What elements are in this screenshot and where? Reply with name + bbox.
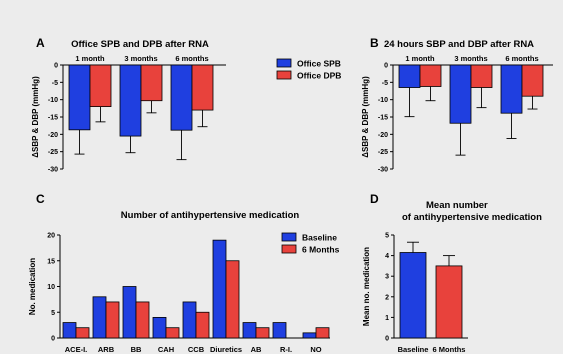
y-tick-label: -20 <box>48 132 58 139</box>
bar-A-1-2 <box>191 64 214 111</box>
chart-subtitle: of antihypertensive medication <box>402 212 542 223</box>
y-tick-label: -25 <box>378 149 388 156</box>
chart-title: Mean number <box>426 200 488 211</box>
y-tick-label: 5 <box>51 310 55 317</box>
bar-C-1-5 <box>225 260 240 339</box>
y-tick-label: -30 <box>48 167 58 174</box>
category-label: 1 month <box>75 54 105 63</box>
bar-B-0-0 <box>398 64 421 88</box>
legend-label: Office SPB <box>297 59 341 69</box>
bar-B-0-1 <box>449 64 472 124</box>
y-tick-label: -20 <box>378 132 388 139</box>
y-tick-label: -15 <box>48 115 58 122</box>
category-label: R-I. <box>280 345 292 354</box>
y-tick-label: -5 <box>382 80 388 87</box>
bar-A-1-1 <box>140 64 163 102</box>
y-tick-label: -10 <box>378 97 388 104</box>
y-axis-label: ΔSBP & DBP (mmHg) <box>31 76 40 158</box>
y-tick-label: -25 <box>48 149 58 156</box>
y-tick-label: 0 <box>51 336 55 343</box>
category-label: BB <box>131 345 142 354</box>
y-tick-label: 15 <box>47 258 55 265</box>
bar-C-1-0 <box>75 327 90 339</box>
panel-letter: C <box>36 192 45 206</box>
category-label: 6 months <box>175 54 208 63</box>
category-label: 1 month <box>405 54 435 63</box>
panel-letter: D <box>370 192 379 206</box>
y-tick-label: -10 <box>48 97 58 104</box>
legend-label: 6 Months <box>302 245 340 255</box>
category-label: Diuretics <box>210 345 242 354</box>
category-label: CAH <box>158 345 174 354</box>
bar-C-0-2 <box>122 286 137 339</box>
y-tick-label: 4 <box>385 253 389 260</box>
bar-C-1-6 <box>255 327 270 339</box>
category-label: NO <box>310 345 321 354</box>
category-label: ACE-I. <box>65 345 88 354</box>
legend-swatch <box>276 70 292 80</box>
y-tick-label: -5 <box>52 80 58 87</box>
bar-A-0-2 <box>170 64 193 131</box>
bar-A-1-0 <box>89 64 112 107</box>
y-tick-label: 0 <box>384 63 388 70</box>
legend-label: Baseline <box>302 233 337 243</box>
bar-C-0-1 <box>92 296 107 339</box>
panel-C: C Number of antihypertensive medication No… <box>28 192 340 354</box>
bar-C-1-2 <box>135 301 150 339</box>
y-tick-label: 1 <box>385 315 389 322</box>
y-tick-label: 10 <box>47 284 55 291</box>
y-tick-label: 3 <box>385 274 389 281</box>
y-axis-label: No. medication <box>28 258 37 315</box>
bar-B-1-2 <box>521 64 544 97</box>
bar-C-0-3 <box>152 316 167 339</box>
bar-C-0-6 <box>242 322 257 339</box>
legend-swatch <box>281 244 297 254</box>
category-label: Baseline <box>398 345 429 354</box>
y-tick-label: 2 <box>385 294 389 301</box>
bar-C-1-3 <box>165 327 180 339</box>
legend-label: Office DPB <box>297 71 341 81</box>
bar-D-0 <box>399 252 427 339</box>
legend-swatch <box>281 232 297 242</box>
bar-C-0-5 <box>212 239 227 339</box>
y-tick-label: 20 <box>47 233 55 240</box>
bar-B-0-2 <box>500 64 523 114</box>
category-label: AB <box>251 345 262 354</box>
y-tick-label: -30 <box>378 167 388 174</box>
bar-B-1-0 <box>419 64 442 87</box>
category-label: ARB <box>98 345 115 354</box>
category-label: 3 months <box>124 54 157 63</box>
bar-C-1-8 <box>315 327 330 339</box>
bar-C-1-1 <box>105 301 120 339</box>
chart-title: Office SPB and DPB after RNA <box>71 39 209 50</box>
y-axis-label: Mean no. medication <box>362 247 371 326</box>
y-tick-label: 0 <box>54 63 58 70</box>
bar-C-0-4 <box>182 301 197 339</box>
bar-A-0-1 <box>119 64 142 137</box>
bar-C-0-0 <box>62 322 77 339</box>
panel-B: B 24 hours SBP and DBP after RNA ΔSBP & DB… <box>361 36 553 174</box>
bar-C-0-8 <box>302 332 317 339</box>
legend-swatch <box>276 58 292 68</box>
chart-title: Number of antihypertensive medication <box>121 210 300 221</box>
bar-C-0-7 <box>272 322 287 339</box>
bar-C-1-4 <box>195 311 210 339</box>
category-label: 3 months <box>454 54 487 63</box>
y-tick-label: -15 <box>378 115 388 122</box>
panel-letter: A <box>36 36 45 50</box>
bar-A-0-0 <box>68 64 91 131</box>
y-tick-label: 0 <box>385 336 389 343</box>
panel-A: A Office SPB and DPB after RNA ΔSBP & DBP … <box>31 36 341 174</box>
y-tick-label: 5 <box>385 233 389 240</box>
chart-title: 24 hours SBP and DBP after RNA <box>384 39 534 50</box>
panel-letter: B <box>370 36 379 50</box>
y-axis-label: ΔSBP & DBP (mmHg) <box>361 76 370 158</box>
category-label: 6 Months <box>433 345 466 354</box>
category-label: CCB <box>188 345 205 354</box>
bar-B-1-1 <box>470 64 493 88</box>
category-label: 6 months <box>505 54 538 63</box>
bar-D-1 <box>435 265 463 339</box>
